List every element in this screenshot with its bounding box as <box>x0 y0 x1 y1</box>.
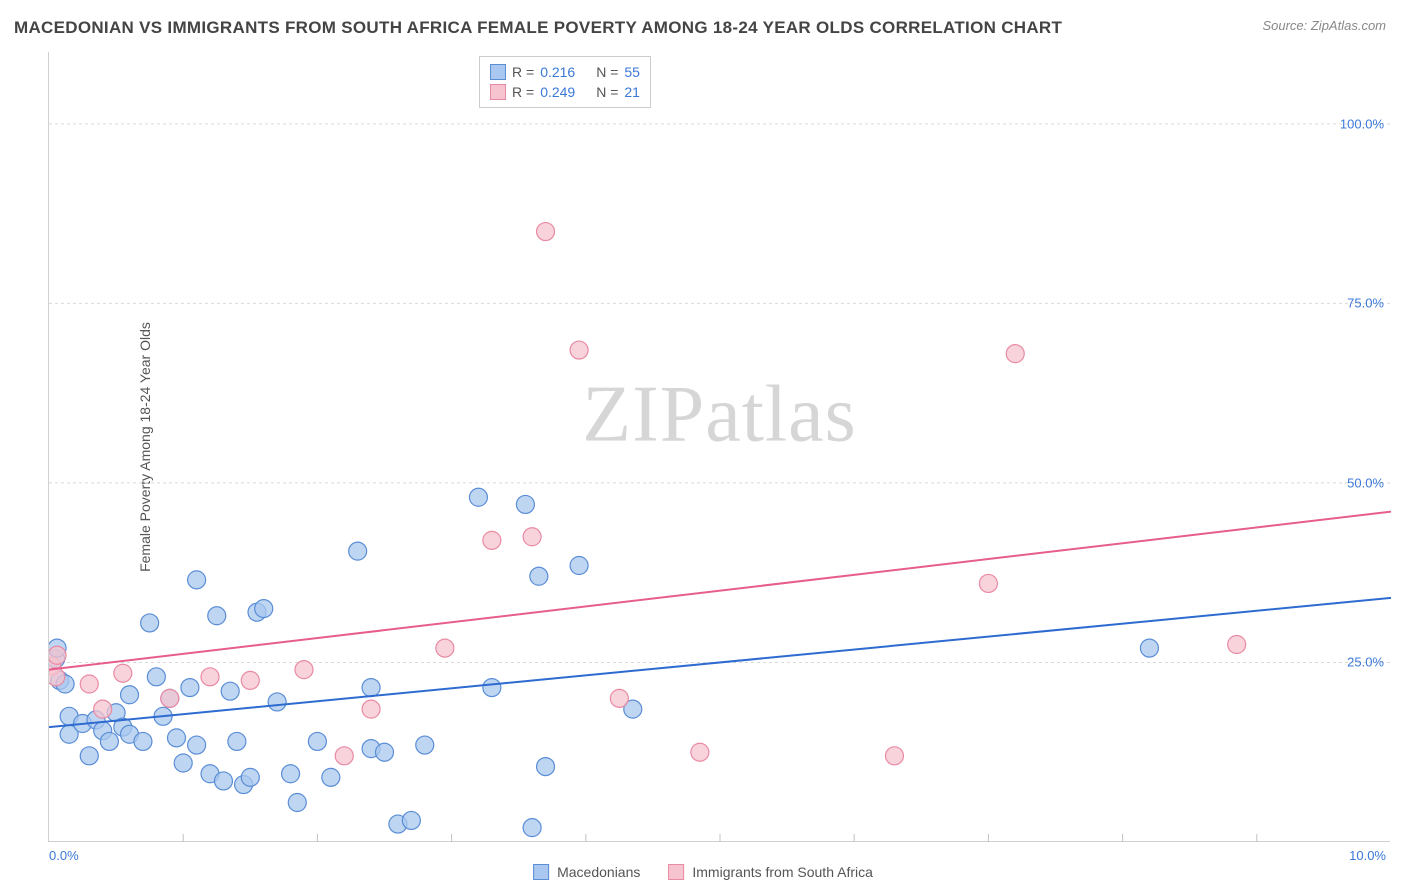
x-min-label: 0.0% <box>49 848 79 863</box>
correlation-row: R = 0.249 N = 21 <box>490 82 640 102</box>
n-value: 21 <box>624 82 640 102</box>
n-label: N = <box>596 82 618 102</box>
y-tick-label: 50.0% <box>1347 475 1384 490</box>
legend: Macedonians Immigrants from South Africa <box>533 864 873 880</box>
y-tick-label: 25.0% <box>1347 655 1384 670</box>
plot-area: ZIPatlas R = 0.216 N = 55 R = 0.249 N = … <box>48 52 1390 842</box>
r-value: 0.216 <box>540 62 590 82</box>
y-tick-label: 100.0% <box>1340 116 1384 131</box>
correlation-box: R = 0.216 N = 55 R = 0.249 N = 21 <box>479 56 651 108</box>
r-value: 0.249 <box>540 82 590 102</box>
chart-svg <box>49 52 1391 842</box>
series-swatch <box>490 64 506 80</box>
n-value: 55 <box>624 62 640 82</box>
x-max-label: 10.0% <box>1349 848 1386 863</box>
legend-label: Immigrants from South Africa <box>692 864 873 880</box>
series-swatch <box>490 84 506 100</box>
source-label: Source: ZipAtlas.com <box>1262 18 1386 33</box>
legend-label: Macedonians <box>557 864 640 880</box>
r-label: R = <box>512 82 534 102</box>
legend-item: Immigrants from South Africa <box>668 864 873 880</box>
r-label: R = <box>512 62 534 82</box>
n-label: N = <box>596 62 618 82</box>
y-tick-label: 75.0% <box>1347 296 1384 311</box>
series-swatch <box>533 864 549 880</box>
scatter-chart: Female Poverty Among 18-24 Year Olds ZIP… <box>48 52 1390 842</box>
legend-item: Macedonians <box>533 864 640 880</box>
correlation-row: R = 0.216 N = 55 <box>490 62 640 82</box>
page-title: MACEDONIAN VS IMMIGRANTS FROM SOUTH AFRI… <box>14 18 1062 38</box>
series-swatch <box>668 864 684 880</box>
